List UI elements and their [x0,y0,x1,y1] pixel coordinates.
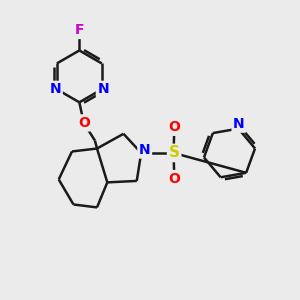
Text: O: O [168,120,180,134]
Text: F: F [75,23,84,38]
Text: N: N [98,82,109,96]
Text: N: N [233,117,245,131]
Text: O: O [168,172,180,186]
Text: N: N [139,143,151,157]
Text: S: S [169,146,180,160]
Text: O: O [78,116,90,130]
Text: N: N [50,82,61,96]
